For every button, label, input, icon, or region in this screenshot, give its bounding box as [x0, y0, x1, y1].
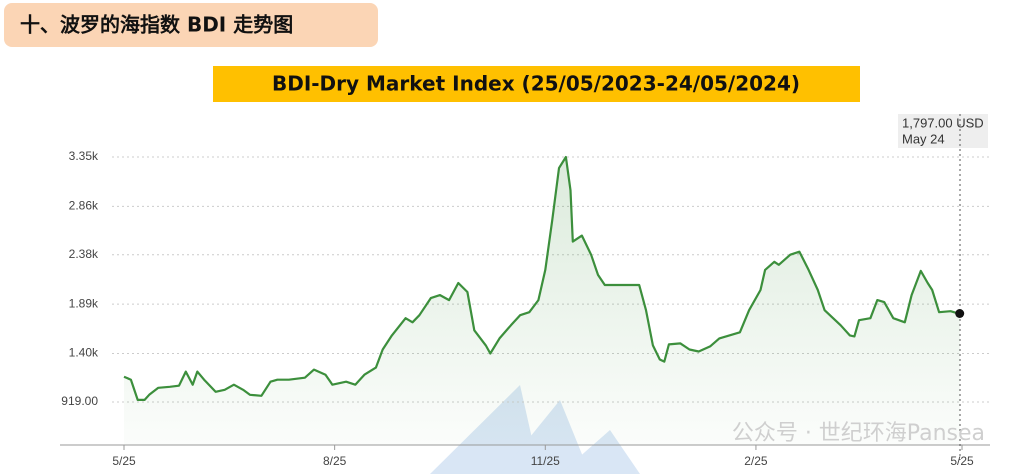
x-tick-label: 5/25: [112, 454, 136, 468]
y-tick-label: 919.00: [61, 394, 98, 408]
x-tick-label: 5/25: [950, 454, 974, 468]
line: [123, 155, 960, 401]
y-tick-label: 2.38k: [69, 247, 99, 261]
title-box: [213, 66, 860, 102]
x-tick-label: 8/25: [323, 454, 347, 468]
annotation-price: 1,797.00 USD: [902, 115, 984, 130]
y-tick-label: 1.89k: [69, 296, 99, 310]
area: [124, 157, 960, 445]
y-tick-label: 3.35k: [69, 149, 99, 163]
chart-title: BDI-Dry Market Index (25/05/2023-24/05/2…: [272, 72, 800, 96]
y-tick-label: 1.40k: [69, 346, 99, 360]
annotation-box: [898, 114, 988, 148]
y-tick-label: 2.86k: [69, 199, 99, 213]
x-tick-label: 11/25: [531, 454, 560, 468]
watermark: 公众号 · 世纪环海Pansea: [732, 421, 985, 446]
annotation-date: May 24: [902, 131, 945, 146]
header: 十、波罗的海指数 BDI 走势图: [20, 13, 293, 37]
last-point: [955, 308, 965, 318]
header-box: [4, 3, 378, 47]
x-tick-label: 2/25: [744, 454, 768, 468]
